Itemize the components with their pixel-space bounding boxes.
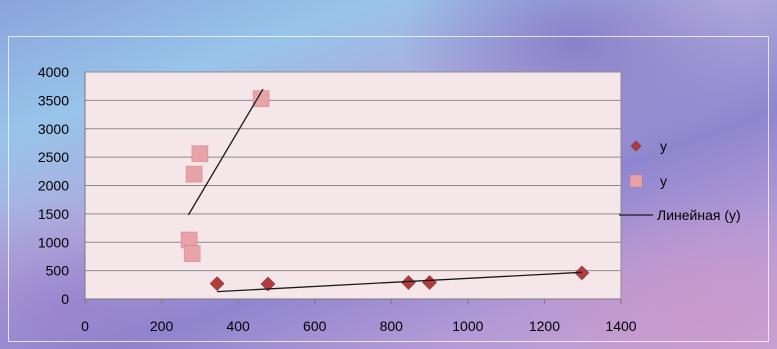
data-point-s1-1 (191, 145, 209, 163)
data-point-s1-0 (252, 90, 270, 108)
y-tick-label-1500: 1500 (38, 206, 69, 222)
data-point-s0-2 (400, 274, 417, 291)
data-point-s0-0 (209, 276, 225, 292)
y-tick-label-2000: 2000 (38, 178, 69, 194)
y-tick-label-0: 0 (61, 291, 69, 307)
y-tick-label-3500: 3500 (38, 92, 69, 108)
legend-trendline-label: Линейная (y) (657, 207, 741, 223)
y-tick-label-3000: 3000 (38, 121, 69, 137)
x-tick-label-800: 800 (380, 318, 404, 334)
legend-marker-0 (630, 140, 642, 152)
x-tick-label-200: 200 (150, 318, 174, 334)
x-tick-label-400: 400 (226, 318, 250, 334)
legend-marker-1 (629, 174, 643, 188)
y-tick-label-1000: 1000 (38, 234, 69, 250)
trendlines (187, 88, 582, 293)
legend-label-1: y (660, 173, 667, 189)
y-tick-label-500: 500 (46, 263, 70, 279)
x-tick-label-0: 0 (81, 318, 89, 334)
chart-frame (8, 36, 769, 342)
y-tick-label-4000: 4000 (38, 64, 69, 80)
axis-labels: 0 500 1000 1500 2000 2500 3000 3500 4000 0 200 400 6… (38, 64, 637, 334)
plot-area (8, 36, 769, 342)
x-tick-label-1400: 1400 (605, 318, 636, 334)
data-point-s1-4 (183, 245, 201, 263)
y-tick-label-2500: 2500 (38, 149, 69, 165)
legend: y y Линейная (y) (619, 138, 741, 223)
data-point-s1-2 (185, 165, 203, 183)
trendline-0 (187, 88, 264, 216)
legend-label-0: y (660, 138, 667, 154)
data-point-s0-1 (260, 276, 276, 292)
x-tick-label-1200: 1200 (529, 318, 560, 334)
x-tick-label-1000: 1000 (452, 318, 483, 334)
x-tick-label-600: 600 (303, 318, 327, 334)
trendline-1 (217, 271, 582, 293)
